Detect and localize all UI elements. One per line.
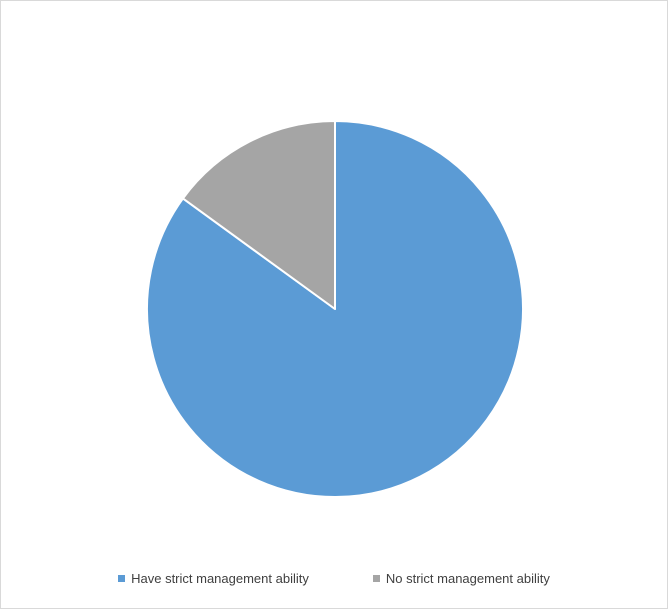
legend-label-no-strict: No strict management ability	[385, 571, 550, 586]
legend-label-have-strict: Have strict management ability	[131, 571, 309, 586]
legend-swatch-no-strict	[372, 575, 380, 582]
legend-item-no-strict: No strict management ability	[372, 571, 550, 586]
legend-item-have-strict: Have strict management ability	[118, 571, 309, 586]
legend-swatch-have-strict	[118, 575, 126, 582]
pie-slice-1	[181, 120, 336, 310]
legend: Have strict management ability No strict…	[1, 571, 667, 586]
